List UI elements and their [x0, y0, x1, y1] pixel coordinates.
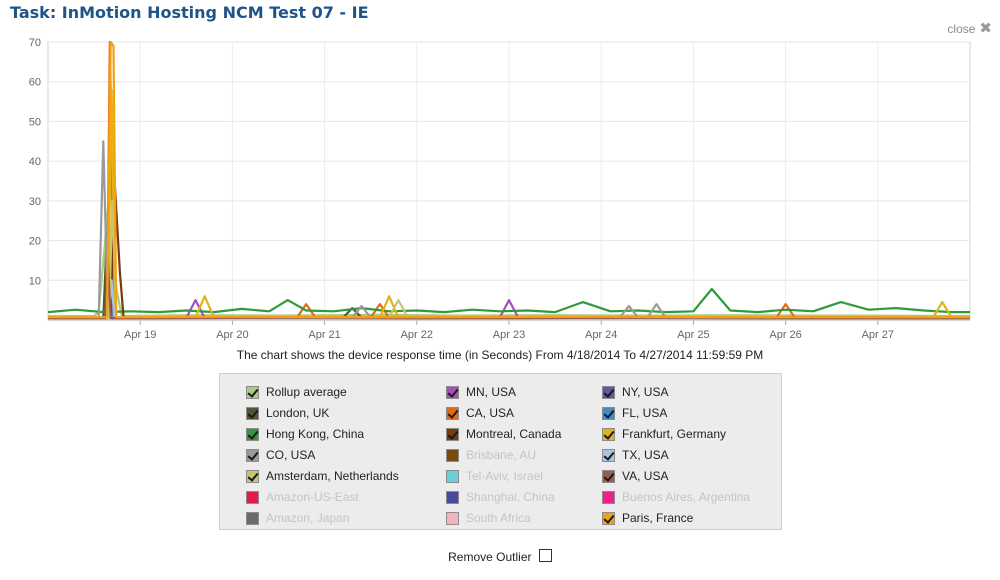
- x-tick-label: Apr 26: [769, 329, 801, 341]
- legend-label: Tel-Aviv, Israel: [466, 469, 543, 483]
- legend-label: TX, USA: [622, 448, 669, 462]
- legend-checkbox[interactable]: [446, 427, 459, 441]
- legend-item[interactable]: Amsterdam, Netherlands: [246, 469, 399, 483]
- legend-checkbox[interactable]: [446, 385, 459, 399]
- x-tick-label: Apr 20: [216, 329, 248, 341]
- legend-item[interactable]: NY, USA: [602, 385, 668, 399]
- x-tick-label: Apr 24: [585, 329, 617, 341]
- legend-checkbox[interactable]: [446, 511, 459, 525]
- legend-item[interactable]: Brisbane, AU: [446, 448, 536, 462]
- response-time-chart: 10 20 30 40 50 60 70 Apr 19 Apr 20 Apr 21 Apr 22 Ap…: [29, 37, 971, 341]
- legend-checkbox[interactable]: [602, 427, 615, 441]
- legend-label: CA, USA: [466, 406, 515, 420]
- legend-checkbox[interactable]: [246, 448, 259, 462]
- legend-label: Amsterdam, Netherlands: [266, 469, 399, 483]
- y-tick-label: 50: [29, 116, 41, 128]
- y-tick-label: 10: [29, 275, 41, 287]
- legend-label: Montreal, Canada: [466, 427, 562, 441]
- legend-checkbox[interactable]: [602, 511, 615, 525]
- legend-item[interactable]: Frankfurt, Germany: [602, 427, 726, 441]
- series-line: [48, 175, 971, 318]
- legend-checkbox[interactable]: [246, 406, 259, 420]
- legend-checkbox[interactable]: [246, 385, 259, 399]
- legend-item[interactable]: London, UK: [246, 406, 329, 420]
- close-icon: ✖: [979, 20, 992, 37]
- legend-checkbox[interactable]: [446, 490, 459, 504]
- legend-label: MN, USA: [466, 385, 517, 399]
- x-tick-label: Apr 19: [124, 329, 156, 341]
- y-tick-label: 40: [29, 156, 41, 168]
- legend-label: Brisbane, AU: [466, 448, 537, 462]
- legend-label: Frankfurt, Germany: [622, 427, 727, 441]
- x-tick-label: Apr 27: [862, 329, 894, 341]
- y-tick-label: 60: [29, 77, 41, 89]
- legend-item[interactable]: Shanghai, China: [446, 490, 555, 504]
- legend-item[interactable]: CA, USA: [446, 406, 514, 420]
- chart-caption: The chart shows the device response time…: [236, 348, 764, 362]
- legend-label: South Africa: [466, 511, 531, 525]
- legend-label: Shanghai, China: [466, 490, 555, 504]
- legend-checkbox[interactable]: [602, 406, 615, 420]
- legend-item[interactable]: Rollup average: [246, 385, 347, 399]
- legend-label: Buenos Aires, Argentina: [622, 490, 751, 504]
- legend-item[interactable]: Paris, France: [602, 511, 693, 525]
- legend-label: London, UK: [266, 406, 330, 420]
- legend-checkbox[interactable]: [446, 406, 459, 420]
- legend-label: VA, USA: [622, 469, 669, 483]
- legend-label: FL, USA: [622, 406, 668, 420]
- y-tick-label: 70: [29, 37, 41, 49]
- legend-checkbox[interactable]: [602, 490, 615, 504]
- legend-label: CO, USA: [266, 448, 316, 462]
- remove-outlier-label: Remove Outlier: [448, 550, 532, 564]
- x-tick-label: Apr 25: [677, 329, 709, 341]
- close-button[interactable]: close ✖: [947, 20, 992, 37]
- legend-checkbox[interactable]: [446, 448, 459, 462]
- y-tick-label: 30: [29, 196, 41, 208]
- legend-item[interactable]: Montreal, Canada: [446, 427, 561, 441]
- legend-checkbox[interactable]: [602, 448, 615, 462]
- legend-checkbox[interactable]: [246, 511, 259, 525]
- y-tick-label: 20: [29, 236, 41, 248]
- chart-legend: Rollup average MN, USA NY, USA London, UK CA…: [219, 373, 782, 530]
- legend-label: Paris, France: [622, 511, 694, 525]
- x-tick-label: Apr 21: [308, 329, 340, 341]
- legend-checkbox[interactable]: [602, 385, 615, 399]
- legend-checkbox[interactable]: [446, 469, 459, 483]
- legend-item[interactable]: Amazon-US-East: [246, 490, 359, 504]
- legend-item[interactable]: MN, USA: [446, 385, 516, 399]
- legend-checkbox[interactable]: [246, 427, 259, 441]
- legend-item[interactable]: Tel-Aviv, Israel: [446, 469, 543, 483]
- legend-item[interactable]: South Africa: [446, 511, 531, 525]
- remove-outlier-control[interactable]: Remove Outlier: [0, 549, 1000, 564]
- legend-item[interactable]: FL, USA: [602, 406, 667, 420]
- series-line: [48, 40, 970, 319]
- x-tick-label: Apr 22: [401, 329, 433, 341]
- legend-checkbox[interactable]: [246, 469, 259, 483]
- remove-outlier-checkbox[interactable]: [538, 549, 552, 562]
- legend-item[interactable]: CO, USA: [246, 448, 315, 462]
- legend-label: NY, USA: [622, 385, 669, 399]
- close-label: close: [947, 22, 976, 36]
- legend-label: Amazon, Japan: [266, 511, 350, 525]
- legend-checkbox[interactable]: [246, 490, 259, 504]
- legend-item[interactable]: VA, USA: [602, 469, 668, 483]
- legend-label: Rollup average: [266, 385, 347, 399]
- legend-item[interactable]: Buenos Aires, Argentina: [602, 490, 750, 504]
- legend-label: Amazon-US-East: [266, 490, 359, 504]
- legend-item[interactable]: Amazon, Japan: [246, 511, 349, 525]
- legend-item[interactable]: TX, USA: [602, 448, 669, 462]
- series-line: [47, 287, 970, 314]
- legend-label: Hong Kong, China: [266, 427, 365, 441]
- legend-item[interactable]: Hong Kong, China: [246, 427, 364, 441]
- x-tick-label: Apr 23: [493, 329, 525, 341]
- page-title: Task: InMotion Hosting NCM Test 07 - IE: [10, 3, 369, 22]
- legend-checkbox[interactable]: [602, 469, 615, 483]
